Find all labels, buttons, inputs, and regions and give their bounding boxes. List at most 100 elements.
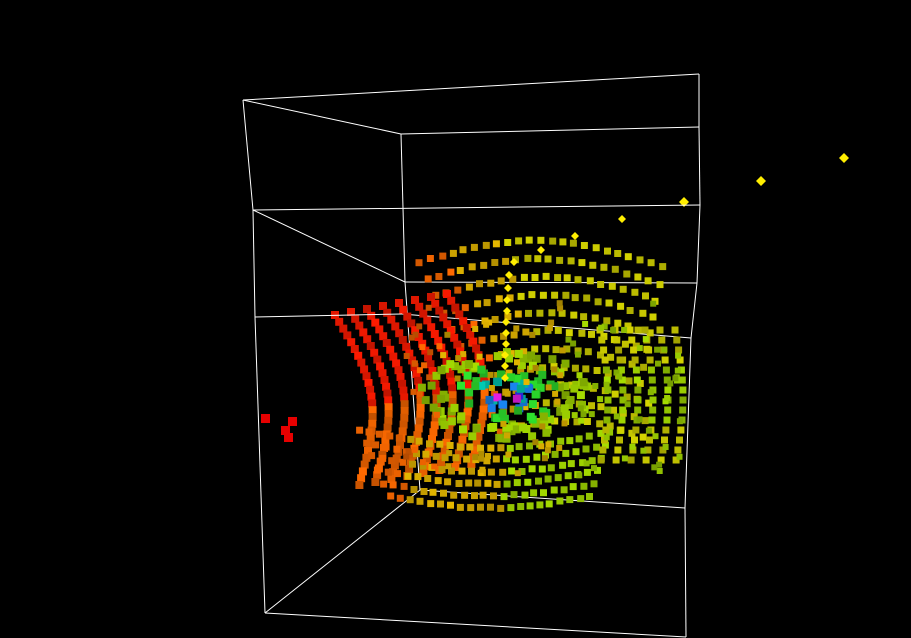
voxel — [481, 380, 490, 389]
voxel — [509, 405, 517, 413]
voxel — [351, 314, 360, 323]
voxel — [535, 366, 544, 375]
voxel — [431, 299, 440, 308]
voxel — [560, 486, 568, 494]
voxel — [400, 393, 409, 402]
voxel — [457, 381, 465, 390]
voxel — [608, 282, 616, 290]
voxel — [649, 406, 657, 414]
voxel — [544, 255, 552, 263]
voxel — [656, 468, 663, 474]
voxel — [544, 475, 552, 483]
voxel — [542, 345, 550, 353]
voxel — [400, 407, 409, 415]
bounding-box-back-edge — [404, 281, 698, 284]
voxel — [387, 315, 396, 324]
voxel — [402, 342, 411, 351]
voxel — [437, 394, 446, 403]
voxel — [485, 395, 494, 404]
voxel — [502, 424, 511, 433]
voxel — [415, 302, 424, 311]
voxel — [634, 386, 642, 394]
voxel — [335, 317, 344, 326]
voxel — [441, 454, 449, 462]
voxel — [435, 306, 444, 315]
voxel — [504, 432, 510, 439]
voxel — [428, 435, 436, 443]
voxel — [605, 299, 613, 307]
voxel — [487, 371, 494, 378]
voxel — [676, 418, 683, 425]
voxel — [556, 300, 563, 307]
voxel — [497, 277, 505, 285]
voxel — [578, 400, 586, 409]
voxel — [418, 339, 427, 348]
voxel — [456, 503, 464, 511]
voxel — [363, 305, 371, 313]
voxel — [421, 396, 430, 405]
voxel — [383, 389, 392, 398]
voxel — [432, 452, 440, 460]
voxel — [426, 374, 433, 381]
voxel — [586, 493, 593, 500]
voxel — [647, 389, 654, 396]
voxel — [379, 454, 387, 462]
voxel — [439, 390, 448, 399]
voxel — [457, 412, 466, 421]
voxel — [574, 276, 582, 284]
voxel — [628, 336, 636, 344]
voxel — [487, 279, 495, 287]
voxel — [367, 311, 376, 320]
voxel — [471, 362, 480, 371]
voxel — [474, 432, 483, 441]
voxel — [407, 435, 415, 443]
voxel — [514, 406, 523, 415]
voxel — [661, 356, 669, 364]
voxel — [528, 465, 536, 473]
voxel — [575, 435, 583, 443]
voxel — [373, 471, 382, 480]
voxel — [483, 321, 490, 328]
bounding-box-front-edge — [242, 99, 254, 211]
voxel — [522, 455, 530, 463]
voxel — [634, 406, 642, 414]
voxel — [597, 456, 605, 464]
voxel — [628, 360, 636, 368]
voxel — [512, 425, 521, 434]
voxel — [539, 412, 548, 421]
voxel — [646, 356, 654, 364]
voxel — [368, 419, 377, 428]
voxel — [557, 305, 564, 312]
voxel — [548, 309, 556, 317]
voxel — [531, 274, 539, 281]
voxel — [420, 488, 428, 495]
voxel — [419, 309, 428, 318]
voxel — [450, 491, 458, 499]
voxel — [437, 500, 444, 508]
voxel — [356, 426, 364, 434]
voxel — [621, 455, 628, 462]
voxel — [499, 468, 507, 476]
voxel — [388, 457, 396, 465]
voxel — [607, 353, 615, 361]
voxel — [580, 411, 587, 418]
voxel — [476, 358, 485, 366]
voxel — [366, 342, 375, 350]
bounding-box-front-edge — [690, 282, 698, 339]
voxel — [515, 443, 523, 451]
voxel — [674, 367, 681, 374]
voxel — [649, 396, 657, 404]
voxel — [514, 359, 520, 366]
voxel — [517, 292, 525, 300]
voxel — [559, 347, 566, 354]
voxel — [411, 360, 418, 367]
voxel — [528, 291, 536, 299]
voxel — [427, 381, 436, 390]
voxel — [413, 431, 422, 440]
voxel — [533, 453, 541, 461]
voxel — [649, 313, 657, 321]
voxel — [524, 254, 532, 262]
voxel — [367, 392, 376, 401]
